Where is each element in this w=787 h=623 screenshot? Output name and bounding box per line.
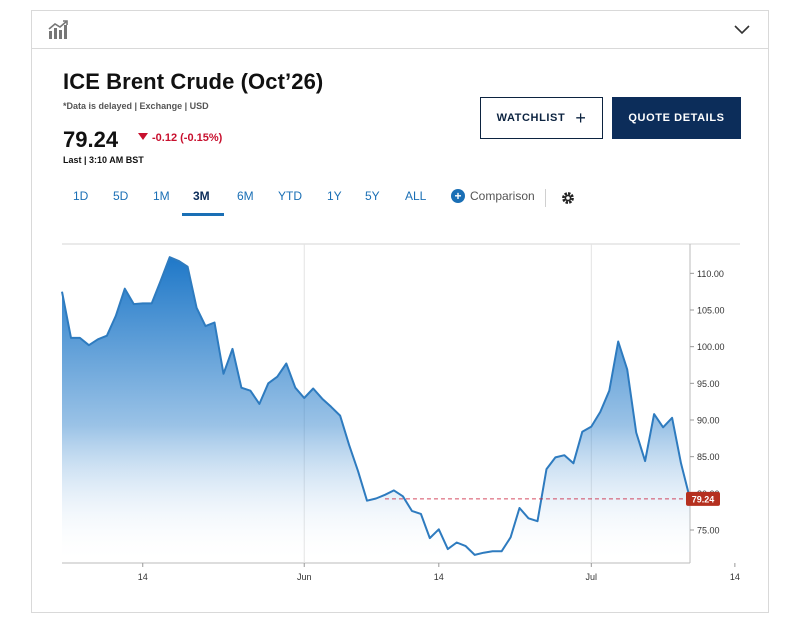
price-change-value: -0.12 (-0.15%) xyxy=(152,132,223,144)
y-tick-label: 105.00 xyxy=(697,306,725,316)
range-6m[interactable]: 6M xyxy=(237,189,254,203)
plus-circle-icon: + xyxy=(451,189,465,203)
range-all[interactable]: ALL xyxy=(405,189,427,203)
range-3m[interactable]: 3M xyxy=(193,189,210,203)
series-area xyxy=(62,257,690,563)
range-5y[interactable]: 5Y xyxy=(365,189,380,203)
plus-icon: + xyxy=(575,108,587,128)
y-tick-label: 75.00 xyxy=(697,526,720,536)
comparison-label: Comparison xyxy=(470,189,535,203)
down-arrow-icon xyxy=(138,133,148,140)
price-change: -0.12 (-0.15%) xyxy=(138,132,222,144)
x-tick-label: 14 xyxy=(730,572,740,582)
range-ytd[interactable]: YTD xyxy=(278,189,302,203)
last-value-label: 79.24 xyxy=(692,494,715,504)
last-price: 79.24 xyxy=(63,127,119,152)
page-title: ICE Brent Crude (Oct’26) xyxy=(63,69,324,94)
y-tick-label: 90.00 xyxy=(697,416,720,426)
range-5d[interactable]: 5D xyxy=(113,189,129,203)
watchlist-label: WATCHLIST xyxy=(496,112,566,124)
card-toolbar xyxy=(32,11,768,49)
y-tick-label: 85.00 xyxy=(697,452,720,462)
toolbar-divider xyxy=(545,189,546,207)
data-delay-note: *Data is delayed | Exchange | USD xyxy=(63,101,209,111)
range-1m[interactable]: 1M xyxy=(153,189,170,203)
quote-details-button[interactable]: QUOTE DETAILS xyxy=(612,97,741,139)
gear-icon[interactable] xyxy=(560,190,576,206)
y-tick-label: 110.00 xyxy=(697,269,724,279)
range-1d[interactable]: 1D xyxy=(73,189,89,203)
watchlist-button[interactable]: WATCHLIST + xyxy=(480,97,603,139)
y-tick-label: 95.00 xyxy=(697,379,720,389)
last-update-time: Last | 3:10 AM BST xyxy=(63,155,144,165)
x-tick-label: 14 xyxy=(434,572,444,582)
chevron-down-icon[interactable] xyxy=(734,23,750,35)
range-1y[interactable]: 1Y xyxy=(327,189,342,203)
comparison-button[interactable]: + Comparison xyxy=(451,189,535,203)
active-range-indicator xyxy=(182,213,224,216)
chart-icon[interactable] xyxy=(47,19,69,41)
last-value-tag xyxy=(686,491,720,506)
y-tick-label: 100.00 xyxy=(697,342,725,352)
series-line xyxy=(61,256,691,556)
x-tick-label: Jul xyxy=(586,572,598,582)
x-tick-label: 14 xyxy=(138,572,148,582)
x-tick-label: Jun xyxy=(297,572,312,582)
